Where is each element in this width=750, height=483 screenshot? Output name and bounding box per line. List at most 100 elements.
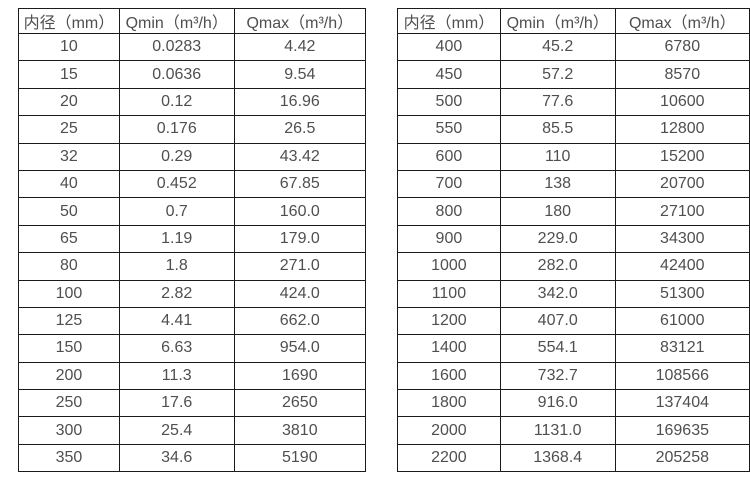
column-header-qmin: Qmin（m³/h） [118,8,235,34]
table-row: 200 11.3 1690 [18,361,367,391]
cell-qmax: 26.5 [233,115,367,144]
cell-qmin: 17.6 [118,389,235,418]
cell-qmin: 0.12 [118,87,235,117]
cell-qmin: 916.0 [499,389,616,418]
column-header-qmax: Qmax（m³/h） [233,8,367,34]
cell-qmax: 34300 [614,224,750,254]
table-row: 25 0.176 26.5 [18,115,367,144]
cell-qmin: 554.1 [499,334,616,363]
cell-diameter: 50 [18,197,120,226]
cell-qmax: 12800 [614,115,750,144]
cell-diameter: 1600 [397,361,501,391]
column-header-diameter: 内径（mm） [18,8,120,34]
table-row: 2200 1368.4 205258 [397,443,750,473]
cell-qmin: 57.2 [499,60,616,89]
column-header-qmin: Qmin（m³/h） [499,8,616,34]
table-row: 450 57.2 8570 [397,60,750,89]
cell-qmax: 2650 [233,389,367,418]
cell-diameter: 1100 [397,279,501,308]
cell-diameter: 1400 [397,334,501,363]
cell-qmin: 1.19 [118,224,235,254]
cell-qmin: 229.0 [499,224,616,254]
table-row: 1400 554.1 83121 [397,334,750,363]
cell-qmin: 4.41 [118,306,235,336]
cell-diameter: 100 [18,279,120,308]
table-row: 900 229.0 34300 [397,224,750,254]
cell-qmin: 85.5 [499,115,616,144]
cell-diameter: 200 [18,361,120,391]
cell-diameter: 550 [397,115,501,144]
cell-diameter: 125 [18,306,120,336]
cell-qmin: 0.176 [118,115,235,144]
table-row: 1100 342.0 51300 [397,279,750,308]
cell-qmin: 45.2 [499,32,616,62]
table-row: 15 0.0636 9.54 [18,60,367,89]
cell-diameter: 700 [397,169,501,199]
cell-qmin: 110 [499,142,616,171]
table-row: 800 180 27100 [397,197,750,226]
cell-diameter: 80 [18,252,120,281]
cell-qmax: 160.0 [233,197,367,226]
table-row: 80 1.8 271.0 [18,252,367,281]
cell-qmax: 1690 [233,361,367,391]
table-row: 1000 282.0 42400 [397,252,750,281]
cell-qmin: 1131.0 [499,416,616,445]
cell-qmax: 179.0 [233,224,367,254]
table-row: 1600 732.7 108566 [397,361,750,391]
cell-qmin: 34.6 [118,443,235,473]
table-row: 550 85.5 12800 [397,115,750,144]
cell-qmin: 2.82 [118,279,235,308]
table-row: 350 34.6 5190 [18,443,367,473]
table-row: 125 4.41 662.0 [18,306,367,336]
table-row: 250 17.6 2650 [18,389,367,418]
cell-qmax: 108566 [614,361,750,391]
table-row: 1200 407.0 61000 [397,306,750,336]
cell-qmax: 5190 [233,443,367,473]
table-row: 20 0.12 16.96 [18,87,367,117]
table-row: 10 0.0283 4.42 [18,32,367,62]
cell-diameter: 450 [397,60,501,89]
cell-qmin: 1.8 [118,252,235,281]
cell-qmin: 0.452 [118,169,235,199]
cell-qmax: 67.85 [233,169,367,199]
cell-diameter: 15 [18,60,120,89]
cell-diameter: 25 [18,115,120,144]
cell-diameter: 2000 [397,416,501,445]
cell-qmax: 27100 [614,197,750,226]
cell-qmax: 15200 [614,142,750,171]
table-row: 1800 916.0 137404 [397,389,750,418]
flow-rate-table-dn10-350: 内径（mm） Qmin（m³/h） Qmax（m³/h） 10 0.0283 4.42 15… [18,8,367,473]
cell-qmin: 11.3 [118,361,235,391]
cell-diameter: 800 [397,197,501,226]
cell-diameter: 900 [397,224,501,254]
table-row: 600 110 15200 [397,142,750,171]
table-row: 100 2.82 424.0 [18,279,367,308]
cell-qmin: 282.0 [499,252,616,281]
cell-qmax: 20700 [614,169,750,199]
cell-qmax: 43.42 [233,142,367,171]
table-row: 300 25.4 3810 [18,416,367,445]
cell-diameter: 20 [18,87,120,117]
cell-diameter: 1800 [397,389,501,418]
cell-diameter: 600 [397,142,501,171]
table-row: 150 6.63 954.0 [18,334,367,363]
cell-qmax: 137404 [614,389,750,418]
cell-qmax: 10600 [614,87,750,117]
table-row: 65 1.19 179.0 [18,224,367,254]
cell-qmax: 424.0 [233,279,367,308]
cell-qmin: 180 [499,197,616,226]
column-header-qmax: Qmax（m³/h） [614,8,750,34]
cell-qmax: 271.0 [233,252,367,281]
cell-qmin: 0.29 [118,142,235,171]
cell-qmin: 407.0 [499,306,616,336]
column-header-diameter: 内径（mm） [397,8,501,34]
cell-diameter: 250 [18,389,120,418]
cell-diameter: 400 [397,32,501,62]
cell-qmax: 3810 [233,416,367,445]
cell-diameter: 65 [18,224,120,254]
header-row: 内径（mm） Qmin（m³/h） Qmax（m³/h） [18,8,367,34]
cell-qmin: 138 [499,169,616,199]
cell-qmax: 169635 [614,416,750,445]
cell-diameter: 150 [18,334,120,363]
cell-diameter: 2200 [397,443,501,473]
